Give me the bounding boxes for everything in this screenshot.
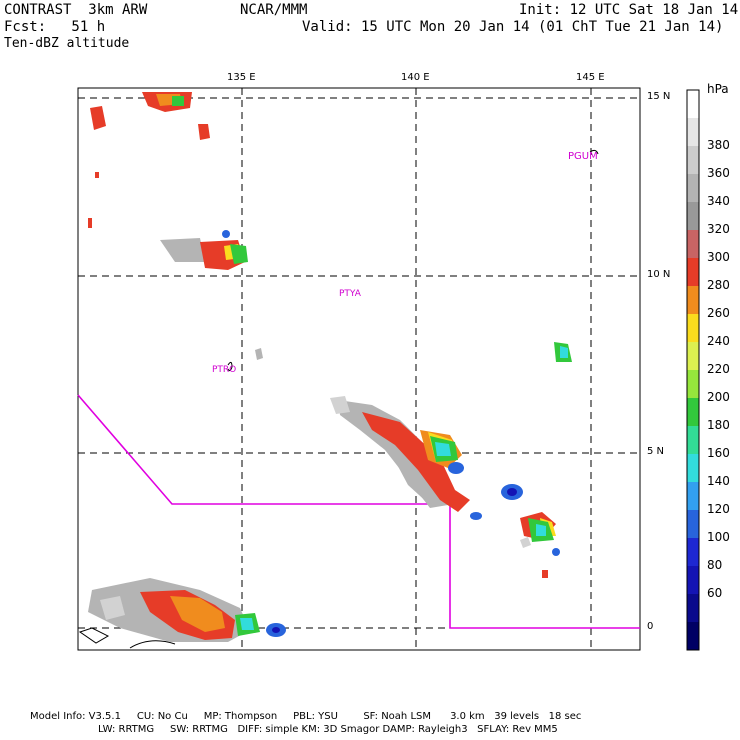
colorbar-level-label: 220 — [707, 362, 730, 376]
colorbar-level-label: 300 — [707, 250, 730, 264]
colorbar-swatch — [687, 342, 699, 371]
colorbar-swatch — [687, 454, 699, 483]
valid-time: Valid: 15 UTC Mon 20 Jan 14 (01 ChT Tue … — [302, 19, 724, 35]
colorbar-swatch — [687, 258, 699, 287]
model-info-line1: Model Info: V3.5.1 CU: No Cu MP: Thompso… — [30, 711, 582, 722]
colorbar-swatch — [687, 314, 699, 343]
colorbar-level-label: 100 — [707, 530, 730, 544]
colorbar-level-label: 380 — [707, 138, 730, 152]
colorbar-swatch — [687, 482, 699, 511]
colorbar-level-label: 360 — [707, 166, 730, 180]
lat-label-0: 0 — [647, 621, 654, 632]
colorbar-swatch — [687, 594, 699, 623]
model-title: CONTRAST 3km ARW — [4, 2, 148, 18]
colorbar-level-label: 320 — [707, 222, 730, 236]
colorbar-level-label: 80 — [707, 558, 723, 572]
colorbar-swatch — [687, 398, 699, 427]
colorbar-border — [686, 89, 700, 651]
colorbar-swatch — [687, 202, 699, 231]
map-frame — [77, 87, 641, 651]
lat-label-5: 5 N — [647, 446, 665, 457]
echo-cyan — [240, 346, 568, 630]
lon-label-135: 135 E — [227, 72, 256, 83]
lon-label-145: 145 E — [576, 72, 605, 83]
colorbar-level-label: 140 — [707, 474, 730, 488]
forecast-hour: Fcst: 51 h — [4, 19, 106, 35]
lat-label-10: 10 N — [647, 269, 671, 280]
colorbar-swatch — [687, 622, 699, 651]
colorbar-swatch — [687, 538, 699, 567]
colorbar-level-label: 280 — [707, 278, 730, 292]
colorbar-level-label: 340 — [707, 194, 730, 208]
station-ptro: PTRO — [212, 365, 237, 375]
colorbar-level-label: 180 — [707, 418, 730, 432]
echo-darkblue — [272, 488, 517, 633]
colorbar-level-label: 200 — [707, 390, 730, 404]
station-ptya: PTYA — [339, 289, 361, 299]
colorbar-level-label: 160 — [707, 446, 730, 460]
lat-label-15: 15 N — [647, 91, 671, 102]
colorbar-level-label: 120 — [707, 502, 730, 516]
colorbar-swatch — [687, 566, 699, 595]
init-time: Init: 12 UTC Sat 18 Jan 14 — [519, 2, 739, 18]
colorbar-swatch — [687, 118, 699, 147]
colorbar-swatch — [687, 426, 699, 455]
coastline — [78, 149, 599, 649]
colorbar — [686, 89, 700, 651]
model-info-line2: LW: RRTMG SW: RRTMG DIFF: simple KM: 3D … — [98, 724, 558, 735]
lon-label-140: 140 E — [401, 72, 430, 83]
echo-lightgrey — [100, 396, 531, 620]
colorbar-swatch — [687, 174, 699, 203]
colorbar-swatch — [687, 510, 699, 539]
colorbar-swatch — [687, 286, 699, 315]
colorbar-unit: hPa — [707, 82, 729, 96]
field-name: Ten-dBZ altitude — [4, 36, 130, 51]
colorbar-level-label: 60 — [707, 586, 723, 600]
colorbar-swatch — [687, 90, 699, 119]
organization: NCAR/MMM — [240, 2, 308, 18]
colorbar-swatch — [687, 230, 699, 259]
colorbar-level-label: 240 — [707, 334, 730, 348]
station-pgum: PGUM — [568, 151, 598, 162]
colorbar-swatch — [687, 370, 699, 399]
colorbar-swatch — [687, 146, 699, 175]
colorbar-level-label: 260 — [707, 306, 730, 320]
